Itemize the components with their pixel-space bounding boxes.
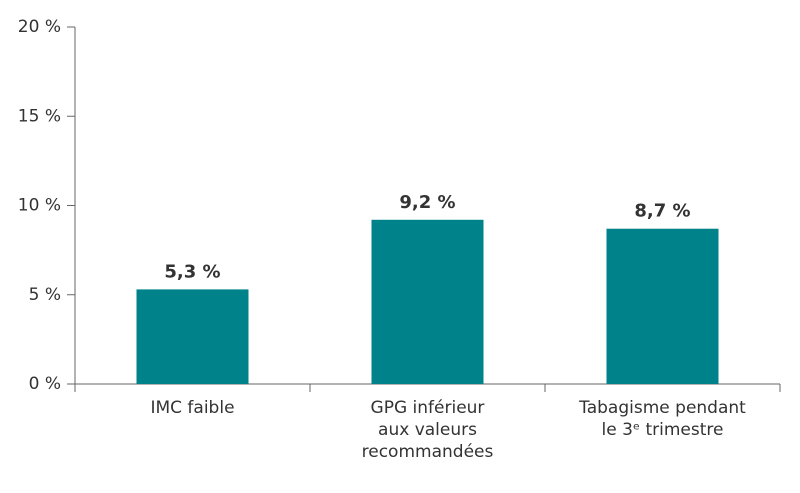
value-label: 5,3 % (164, 261, 220, 282)
y-tick-label: 20 % (18, 17, 61, 37)
y-tick-label: 0 % (29, 374, 61, 394)
x-tick-label-line: recommandées (362, 442, 494, 462)
value-label: 9,2 % (399, 192, 455, 213)
x-tick-label: IMC faible (150, 398, 234, 418)
x-tick-label-line: IMC faible (150, 398, 234, 418)
value-label: 8,7 % (634, 201, 690, 222)
x-tick-label-line: Tabagisme pendant (578, 398, 746, 418)
x-tick-label-line: le 3ᵉ trimestre (602, 420, 724, 440)
y-tick-label: 15 % (18, 106, 61, 126)
x-tick-label-line: GPG inférieur (371, 398, 485, 418)
bar (371, 219, 484, 384)
bar (606, 228, 719, 384)
y-tick-label: 5 % (29, 285, 61, 305)
y-tick-label: 10 % (18, 196, 61, 216)
bar (136, 289, 249, 384)
x-tick-label: Tabagisme pendant le 3ᵉ trimestre (578, 398, 746, 440)
x-tick-label-line: aux valeurs (378, 420, 477, 440)
x-tick-label: GPG inférieur aux valeurs recommandées (362, 398, 494, 462)
